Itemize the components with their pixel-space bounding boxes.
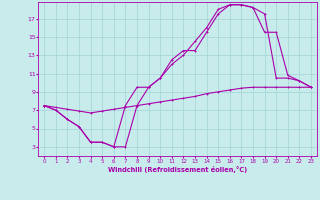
X-axis label: Windchill (Refroidissement éolien,°C): Windchill (Refroidissement éolien,°C) (108, 166, 247, 173)
